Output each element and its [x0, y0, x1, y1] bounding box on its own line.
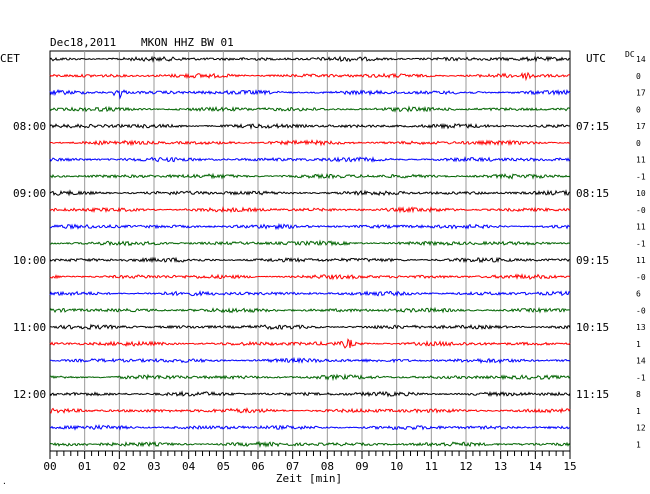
x-tick-label: 06 — [251, 460, 264, 473]
x-tick-label: 05 — [217, 460, 230, 473]
dc-offset-label: 13 — [636, 323, 646, 332]
dc-offset-label: 8 — [636, 390, 641, 399]
right-time-labels: 07:15 08:15 09:15 10:15 11:15 — [576, 120, 609, 401]
dc-offset-label: 1 — [636, 440, 641, 449]
dc-offset-label: -0 — [636, 273, 646, 282]
dc-offset-label: 1 — [636, 340, 641, 349]
header-date: Dec18,2011 — [50, 36, 116, 49]
dc-offset-label: 0 — [636, 105, 641, 114]
trace-row-15 — [49, 306, 571, 314]
dc-offset-label: 11 — [636, 256, 646, 265]
dc-offset-label: 6 — [636, 290, 641, 299]
dc-offset-label: -1 — [636, 239, 646, 248]
dc-offset-label: 17 — [636, 122, 646, 131]
plot-grid — [49, 50, 571, 452]
x-tick-label: 14 — [529, 460, 543, 473]
trace-row-23 — [49, 440, 571, 449]
dc-offset-label: -0 — [636, 206, 646, 215]
x-tick-label: 00 — [43, 460, 56, 473]
x-tick-label: 07 — [286, 460, 299, 473]
trace-row-18 — [49, 356, 571, 365]
trace-row-4 — [49, 122, 571, 130]
right-time-label: 10:15 — [576, 321, 609, 334]
dc-label: DC — [625, 50, 635, 59]
dc-offset-label: 11 — [636, 223, 646, 232]
trace-row-6 — [49, 156, 571, 163]
x-axis: 00 01 02 03 04 05 06 07 08 09 10 11 12 13 14 15 — [43, 451, 577, 473]
x-tick-label: 03 — [147, 460, 160, 473]
right-time-label: 07:15 — [576, 120, 609, 133]
dc-offset-label: 11 — [636, 156, 646, 165]
x-tick-label: 12 — [459, 460, 472, 473]
right-time-label: 08:15 — [576, 187, 609, 200]
x-tick-label: 08 — [321, 460, 334, 473]
trace-row-19 — [49, 373, 571, 382]
x-tick-label: 13 — [494, 460, 507, 473]
right-time-label: 11:15 — [576, 388, 609, 401]
trace-row-2 — [49, 88, 571, 100]
trace-row-7 — [49, 172, 571, 180]
trace-row-1 — [49, 71, 571, 82]
trace-row-20 — [49, 390, 571, 398]
trace-row-17 — [49, 338, 571, 349]
dc-offset-label: 17 — [636, 89, 646, 98]
trace-row-13 — [49, 273, 571, 281]
left-time-label: 10:00 — [13, 254, 46, 267]
trace-row-16 — [50, 323, 571, 331]
dc-offset-label: -1 — [636, 172, 646, 181]
left-time-label: 11:00 — [13, 321, 46, 334]
trace-row-14 — [49, 290, 571, 297]
right-timezone: UTC — [586, 52, 606, 65]
trace-row-9 — [49, 206, 571, 214]
trace-row-3 — [49, 105, 571, 113]
dc-offset-label: 14 — [636, 357, 646, 366]
dc-offset-label: 0 — [636, 72, 641, 81]
plot-frame — [49, 50, 571, 452]
dc-offset-label: 12 — [636, 424, 646, 433]
header-station: MKON HHZ BW 01 — [141, 36, 234, 49]
trace-row-22 — [49, 423, 571, 431]
seismic-traces — [49, 55, 571, 449]
left-time-label: 12:00 — [13, 388, 46, 401]
trace-row-10 — [50, 222, 571, 231]
dc-offset-label: 0 — [636, 139, 641, 148]
left-time-labels: 08:00 09:00 10:00 11:00 12:00 — [13, 120, 46, 401]
dc-offset-label: -1 — [636, 373, 646, 382]
trace-row-21 — [49, 407, 571, 414]
trace-row-8 — [49, 189, 571, 197]
x-axis-label: Zeit [min] — [276, 472, 342, 485]
x-tick-label: 09 — [355, 460, 368, 473]
x-tick-label: 15 — [563, 460, 576, 473]
x-tick-label: 11 — [425, 460, 438, 473]
x-tick-label: 04 — [182, 460, 196, 473]
corner-mark: . — [2, 477, 7, 486]
trace-row-0 — [49, 55, 571, 63]
dc-offset-label: 1 — [636, 407, 641, 416]
left-time-label: 08:00 — [13, 120, 46, 133]
left-timezone: CET — [0, 52, 20, 65]
trace-row-5 — [49, 139, 570, 147]
right-time-label: 09:15 — [576, 254, 609, 267]
left-time-label: 09:00 — [13, 187, 46, 200]
dc-offset-labels: 14 0 17 0 17 0 11 -1 10 -0 11 -1 11 -0 6 -0 13 1 14 -1 8 1 12 1 — [636, 55, 646, 449]
dc-offset-label: -0 — [636, 306, 646, 315]
dc-offset-label: 14 — [636, 55, 646, 64]
trace-row-12 — [49, 256, 571, 264]
x-tick-label: 02 — [113, 460, 126, 473]
x-tick-label: 01 — [78, 460, 91, 473]
dc-offset-label: 10 — [636, 189, 646, 198]
trace-row-11 — [49, 239, 571, 247]
x-tick-label: 10 — [390, 460, 403, 473]
